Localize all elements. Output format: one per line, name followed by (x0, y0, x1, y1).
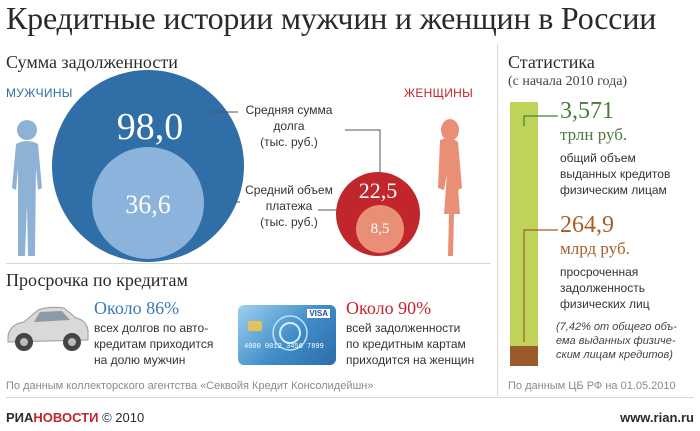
site-link[interactable]: www.rian.ru (620, 410, 694, 425)
stats-pointer-lines (523, 115, 558, 342)
men-avg-payment-value: 36,6 (125, 190, 171, 219)
women-payment-circle (356, 205, 404, 253)
men-label: МУЖЧИНЫ (6, 86, 73, 100)
men-overdue-pct: Около 86% (94, 298, 180, 318)
footer-divider (6, 397, 694, 398)
car-icon (7, 306, 89, 351)
stats-heading: Статистика (508, 52, 595, 72)
stats-source: По данным ЦБ РФ на 01.05.2010 (508, 380, 676, 392)
copyright: © 2010 (102, 410, 145, 425)
women-avg-payment-value: 8,5 (370, 221, 390, 237)
avg-payment-label: Средний объем платежа (тыс. руб.) (245, 183, 333, 229)
column-divider (497, 44, 498, 396)
men-avg-debt-value: 98,0 (116, 106, 184, 148)
page-title: Кредитные истории мужчин и женщин в Росс… (6, 0, 657, 36)
stats-total-text: общий объем выданных кредитов физическим… (560, 151, 671, 197)
avg-debt-label: Средняя сумма долга (тыс. руб.) (245, 103, 333, 149)
women-overdue-text: всей задолженности по кредитным картам п… (346, 321, 475, 367)
stats-bar-overdue-segment (510, 346, 538, 366)
stats-overdue-note: (7,42% от общего объ- ема выданных физич… (556, 321, 677, 361)
section-divider (6, 263, 491, 264)
men-payment-circle (92, 147, 204, 259)
stats-overdue-unit: млрд руб. (560, 239, 630, 258)
overdue-heading: Просрочка по кредитам (6, 270, 188, 290)
women-avg-debt-value: 22,5 (358, 178, 398, 203)
stats-total-value: 3,571 (560, 98, 614, 124)
women-overdue-pct: Около 90% (346, 298, 432, 318)
source-left: По данным коллекторского агентства «Секв… (6, 380, 374, 392)
woman-silhouette-icon (438, 119, 462, 256)
stats-subheading: (с начала 2010 года) (508, 74, 628, 89)
man-silhouette-icon (12, 120, 42, 256)
debt-heading: Сумма задолженности (6, 52, 178, 72)
ria-logo: РИАНОВОСТИ © 2010 (6, 410, 145, 425)
stats-overdue-text: просроченная задолженность физических ли… (560, 265, 650, 311)
stats-overdue-value: 264,9 (560, 212, 614, 238)
men-overdue-text: всех долгов по авто- кредитам приходится… (94, 321, 214, 367)
card-number: 4000 0012 3456 7899 (244, 343, 324, 351)
credit-card-icon: VISA 4000 0012 3456 7899 (238, 305, 336, 365)
stats-total-unit: трлн руб. (560, 125, 628, 144)
card-visa-logo: VISA (307, 309, 330, 318)
women-label: ЖЕНЩИНЫ (404, 86, 474, 100)
